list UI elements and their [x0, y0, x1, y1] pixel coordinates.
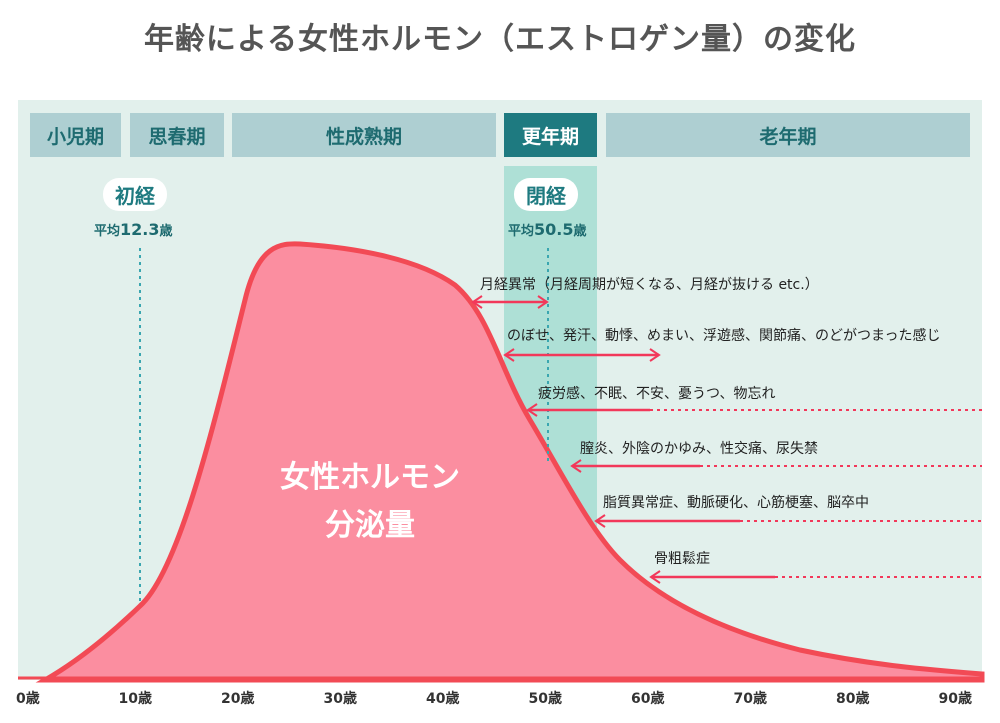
- symptom-vaginitis: 膣炎、外陰のかゆみ、性交痛、尿失禁: [580, 441, 818, 457]
- symptom-menstrual: 月経異常（月経周期が短くなる、月経が抜ける etc.）: [480, 277, 819, 293]
- curve-label-1: 女性ホルモン: [280, 460, 460, 495]
- stage-senescence: 老年期: [606, 113, 970, 157]
- menarche-average: 平均12.3歳: [94, 220, 173, 239]
- age-tick-label: 20歳: [221, 691, 255, 707]
- stage-reproductive: 性成熟期: [232, 113, 496, 157]
- age-tick-label: 10歳: [118, 691, 152, 707]
- menopause-average: 平均50.5歳: [508, 220, 587, 239]
- age-tick-label: 60歳: [631, 691, 665, 707]
- page-title: 年齢による女性ホルモン（エストロゲン量）の変化: [143, 22, 857, 57]
- symptom-hotflash: のぼせ、発汗、動悸、めまい、浮遊感、関節痛、のどがつまった感じ: [507, 328, 941, 344]
- age-tick-label: 70歳: [733, 691, 767, 707]
- stage-puberty: 思春期: [130, 113, 224, 157]
- curve-label-2: 分泌量: [325, 508, 415, 543]
- age-tick-label: 90歳: [938, 691, 972, 707]
- menarche-label: 初経: [103, 178, 167, 211]
- age-tick-label: 0歳: [16, 691, 40, 707]
- age-tick-label: 40歳: [426, 691, 460, 707]
- menopause-label: 閉経: [514, 178, 578, 211]
- stage-childhood: 小児期: [30, 113, 121, 157]
- age-tick-label: 30歳: [323, 691, 357, 707]
- hormone-curve: [35, 241, 985, 683]
- stage-menopause: 更年期: [504, 113, 597, 157]
- symptom-lipid: 脂質異常症、動脈硬化、心筋梗塞、脳卒中: [603, 495, 869, 511]
- symptom-osteoporosis: 骨粗鬆症: [654, 551, 710, 567]
- age-tick-label: 80歳: [836, 691, 870, 707]
- symptom-fatigue: 疲労感、不眠、不安、憂うつ、物忘れ: [538, 386, 776, 402]
- age-tick-label: 50歳: [528, 691, 562, 707]
